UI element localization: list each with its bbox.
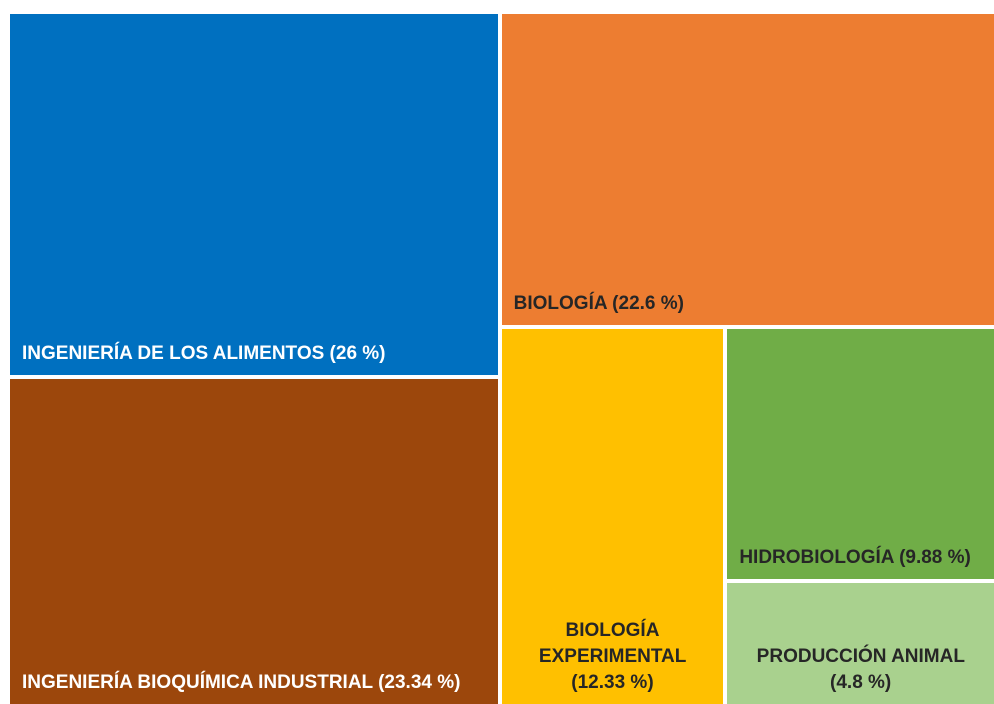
value-label: (9.88 %) — [899, 546, 971, 568]
tile: INGENIERÍA DE LOS ALIMENTOS (26 %) — [10, 14, 498, 375]
category-name: HIDROBIOLOGÍA — [739, 546, 894, 568]
tile-label: INGENIERÍA BIOQUÍMICA INDUSTRIAL (23.34 … — [10, 670, 498, 704]
category-name: BIOLOGÍA — [513, 293, 607, 315]
tile-label: INGENIERÍA DE LOS ALIMENTOS (26 %) — [10, 341, 498, 375]
category-name: BIOLOGÍA EXPERIMENTAL — [538, 619, 687, 667]
value-label: (12.33 %) — [571, 671, 654, 693]
value-label: (22.6 %) — [612, 293, 684, 315]
tile-label: BIOLOGÍA (22.6 %) — [502, 291, 994, 325]
value-label: (26 %) — [329, 342, 386, 364]
tile: BIOLOGÍA EXPERIMENTAL (12.33 %) — [501, 329, 724, 704]
value-label: (4.8 %) — [830, 671, 892, 693]
tile: HIDROBIOLOGÍA (9.88 %) — [727, 329, 994, 579]
tile-label: HIDROBIOLOGÍA (9.88 %) — [727, 545, 994, 579]
category-name: INGENIERÍA BIOQUÍMICA INDUSTRIAL — [22, 671, 373, 693]
tile-label: BIOLOGÍA EXPERIMENTAL (12.33 %) — [502, 618, 724, 704]
category-name: INGENIERÍA DE LOS ALIMENTOS — [22, 342, 325, 364]
category-name: PRODUCCIÓN ANIMAL — [756, 645, 965, 667]
tile: INGENIERÍA BIOQUÍMICA INDUSTRIAL (23.34 … — [10, 378, 498, 704]
tile: PRODUCCIÓN ANIMAL (4.8 %) — [727, 582, 994, 704]
tile: BIOLOGÍA (22.6 %) — [501, 14, 994, 326]
value-label: (23.34 %) — [378, 671, 461, 693]
tile-label: PRODUCCIÓN ANIMAL (4.8 %) — [727, 644, 994, 704]
